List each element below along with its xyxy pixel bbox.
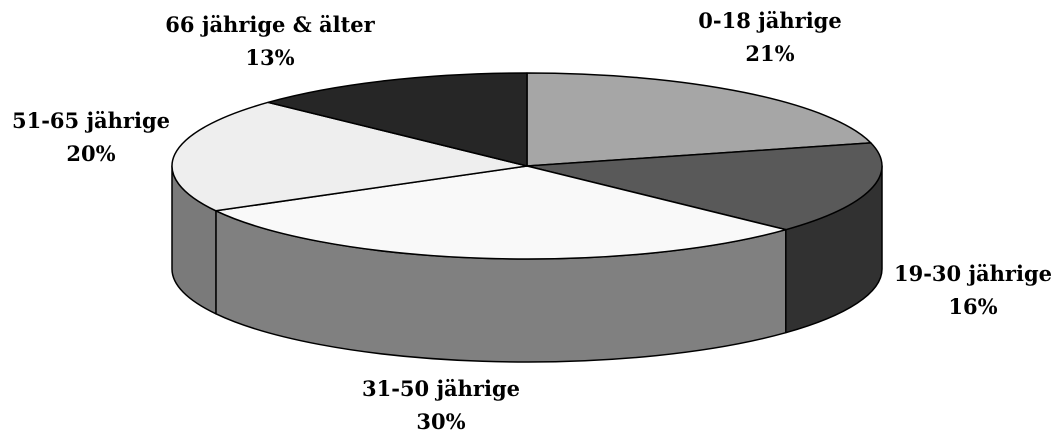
- pie-slice-51-65-j-hrige: [171, 101, 528, 212]
- pie-slice-0-18-j-hrige: [526, 72, 872, 167]
- slice-percent-19-30: 16%: [948, 294, 998, 319]
- pie-slice-31-50-j-hrige: [215, 165, 787, 260]
- slice-category-0-18: 0-18 jährige: [698, 8, 842, 33]
- slice-label-0-18: 0-18 jährige 21%: [698, 4, 841, 70]
- slice-category-66-plus: 66 jährige & älter: [165, 12, 375, 37]
- slice-percent-51-65: 20%: [66, 141, 116, 166]
- pie-slice-66-j-hrige-lter: [267, 72, 528, 167]
- slice-label-66-plus: 66 jährige & älter 13%: [165, 8, 374, 74]
- slice-label-51-65: 51-65 jährige 20%: [12, 104, 170, 170]
- slice-percent-31-50: 30%: [416, 409, 466, 434]
- slice-percent-66-plus: 13%: [245, 45, 295, 70]
- slice-category-19-30: 19-30 jährige: [893, 261, 1053, 286]
- slice-category-31-50: 31-50 jährige: [361, 376, 521, 401]
- slice-percent-0-18: 21%: [745, 41, 795, 66]
- slice-label-31-50: 31-50 jährige 30%: [362, 372, 520, 435]
- slice-category-51-65: 51-65 jährige: [11, 108, 171, 133]
- pie-slice-19-30-j-hrige: [526, 142, 883, 231]
- slice-label-19-30: 19-30 jährige 16%: [894, 257, 1052, 323]
